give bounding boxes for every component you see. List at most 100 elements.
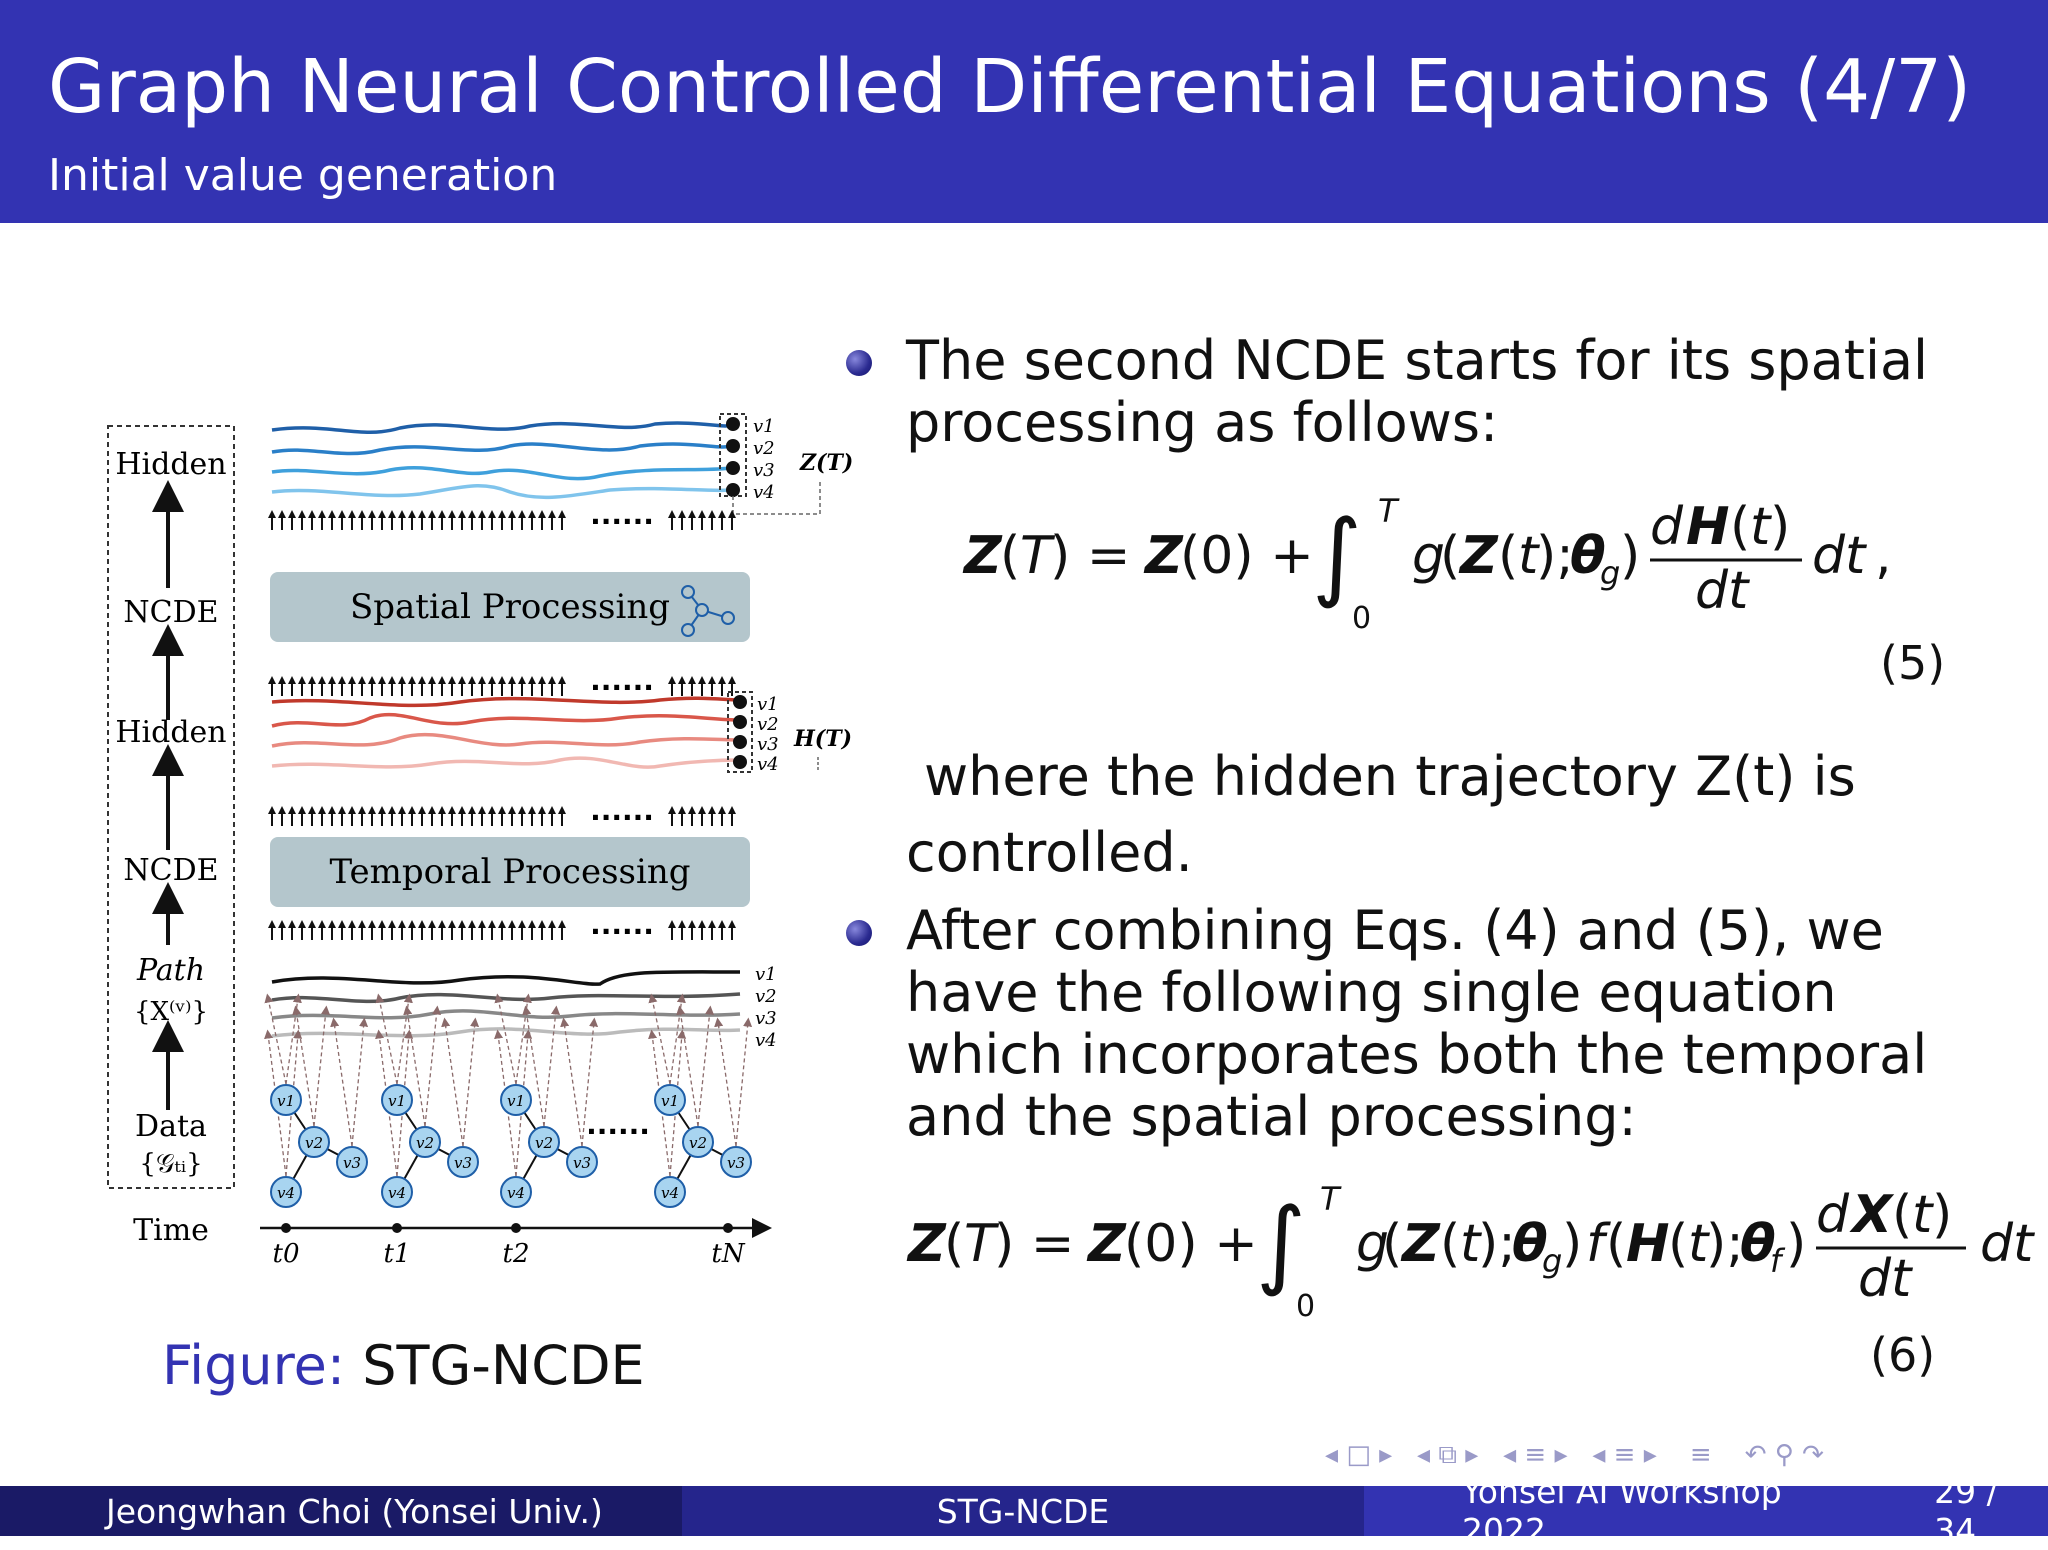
- data-set-notation: {𝒢ₜᵢ}: [139, 1149, 202, 1179]
- spatial-processing-box: [270, 572, 750, 642]
- footer-author-text: Jeongwhan Choi (Yonsei Univ.): [106, 1491, 603, 1531]
- nav-prev-subsection-icon[interactable]: ◂: [1417, 1440, 1431, 1470]
- svg-text:dt: dt: [1695, 561, 1750, 621]
- dots-row-1: ......: [590, 498, 654, 531]
- nav-outline-icon[interactable]: ≡: [1689, 1440, 1712, 1470]
- svg-text:g: g: [1356, 1214, 1389, 1274]
- svg-text:T: T: [964, 1214, 1000, 1274]
- svg-text:T: T: [1378, 492, 1400, 530]
- svg-text:) =: ) =: [1050, 526, 1130, 586]
- stage-label-hidden-top: Hidden: [115, 447, 226, 482]
- graph-node-label: v4: [507, 1184, 525, 1202]
- beamer-navigation: ◂ □ ▸ ◂ ⧉ ▸ ◂ ≡ ▸ ◂ ≡ ▸ ≡ ↶ ⚲ ↷: [1325, 1440, 2035, 1472]
- path-node-label-4: v4: [755, 1030, 777, 1051]
- svg-text:X: X: [1849, 1185, 1895, 1245]
- slide-footer: Jeongwhan Choi (Yonsei Univ.) STG-NCDE Y…: [0, 1472, 2048, 1550]
- svg-text:d: d: [1816, 1185, 1850, 1245]
- svg-text:(0) +: (0) +: [1124, 1214, 1258, 1274]
- path-set-notation: {X⁽ᵛ⁾}: [134, 997, 208, 1027]
- svg-text:g: g: [1412, 526, 1445, 586]
- path-node-label-3: v3: [755, 1008, 777, 1029]
- temporal-processing-box: [270, 837, 750, 907]
- graph-node-label: v4: [661, 1184, 679, 1202]
- nav-next-frame-icon[interactable]: ▸: [1379, 1440, 1393, 1470]
- graph-snapshot: v1 v2 v3 v4: [375, 993, 480, 1208]
- nav-next-document-icon[interactable]: ▸: [1643, 1440, 1657, 1470]
- svg-text:): ): [1620, 526, 1640, 586]
- svg-text:(: (: [1668, 1214, 1688, 1274]
- h-node-label-4: v4: [757, 754, 779, 775]
- stg-ncde-figure: Hidden NCDE Hidden NCDE Path {X⁽ᵛ⁾} Data…: [100, 400, 860, 1280]
- bullet2-line2: have the following single equation: [906, 961, 1837, 1024]
- svg-text:(: (: [1440, 526, 1460, 586]
- stage-box: [107, 425, 235, 1189]
- svg-text:,: ,: [1875, 526, 1892, 586]
- where-line1: where the hidden trajectory Z(t) is: [924, 745, 1856, 808]
- stage-label-path: Path: [136, 953, 205, 988]
- svg-text:θ: θ: [1570, 526, 1606, 586]
- svg-text:(: (: [944, 1214, 964, 1274]
- caption-text: STG-NCDE: [362, 1334, 645, 1397]
- graph-node-label: v1: [277, 1092, 295, 1110]
- svg-text:): ): [1932, 1185, 1952, 1245]
- nav-back-icon[interactable]: ↶: [1744, 1440, 1767, 1470]
- stage-label-time: Time: [133, 1213, 209, 1248]
- arrow-row: [268, 920, 736, 940]
- svg-text:(: (: [1440, 1214, 1460, 1274]
- bullet1-line1: The second NCDE starts for its spatial: [906, 329, 1929, 392]
- nav-prev-section-icon[interactable]: ◂: [1503, 1440, 1517, 1470]
- nav-subsection-icon[interactable]: ⧉: [1438, 1440, 1457, 1470]
- time-tick-tN: tN: [711, 1239, 745, 1269]
- svg-text:Z: Z: [962, 526, 1003, 586]
- arrow-row: [268, 676, 736, 696]
- arrow-row: [268, 510, 736, 530]
- nav-next-subsection-icon[interactable]: ▸: [1465, 1440, 1479, 1470]
- footer-page-number: 29 / 34: [1934, 1472, 1998, 1550]
- svg-text:dt: dt: [1858, 1249, 1913, 1309]
- nav-prev-document-icon[interactable]: ◂: [1592, 1440, 1606, 1470]
- hidden-h-trajectories: [271, 696, 741, 769]
- bullet2-line1: After combining Eqs. (4) and (5), we: [906, 899, 1884, 962]
- nav-search-icon[interactable]: ⚲: [1774, 1440, 1794, 1470]
- spatial-processing-label: Spatial Processing: [350, 587, 670, 627]
- where-line2: controlled.: [906, 821, 1193, 884]
- svg-text:);: );: [1478, 1214, 1516, 1274]
- graph-snapshots: v1 v2 v3 v4 v1 v2 v3 v4 v1 v2 v3 v4 v1 v2 v3 v4: [264, 993, 753, 1208]
- figure-svg: Hidden NCDE Hidden NCDE Path {X⁽ᵛ⁾} Data…: [107, 413, 853, 1269]
- svg-text:dt: dt: [1980, 1214, 2035, 1274]
- nav-document-icon[interactable]: ≡: [1613, 1440, 1636, 1470]
- nav-section-icon[interactable]: ≡: [1524, 1440, 1547, 1470]
- h-node-label-1: v1: [757, 694, 779, 715]
- nav-next-section-icon[interactable]: ▸: [1554, 1440, 1568, 1470]
- svg-text:Z: Z: [1400, 1214, 1441, 1274]
- svg-text:Z: Z: [1458, 526, 1499, 586]
- nav-forward-icon[interactable]: ↷: [1802, 1440, 1824, 1470]
- svg-text:Z: Z: [906, 1214, 947, 1274]
- bullet2-line3: which incorporates both the temporal: [906, 1023, 1928, 1086]
- graph-node-label: v2: [535, 1134, 553, 1152]
- slide-header: Graph Neural Controlled Differential Equ…: [0, 0, 2048, 223]
- svg-text:(: (: [1606, 1214, 1626, 1274]
- footer-author: Jeongwhan Choi (Yonsei Univ.): [0, 1486, 682, 1536]
- svg-text:dt: dt: [1812, 526, 1867, 586]
- graph-snapshot: v1 v2 v3 v4: [648, 993, 753, 1208]
- svg-text:(0) +: (0) +: [1180, 526, 1314, 586]
- svg-text:): ): [1562, 1214, 1582, 1274]
- graph-node-label: v2: [689, 1134, 707, 1152]
- graph-node-label: v3: [454, 1154, 472, 1172]
- path-trajectories: [271, 970, 741, 1038]
- nav-frame-icon[interactable]: □: [1346, 1440, 1371, 1470]
- nav-prev-frame-icon[interactable]: ◂: [1325, 1440, 1339, 1470]
- figure-caption: Figure: STG-NCDE: [162, 1334, 645, 1397]
- h-T-label: H(T): [793, 726, 852, 752]
- graph-snapshot: v1 v2 v3 v4: [494, 993, 599, 1208]
- dots-row-4: ......: [590, 908, 654, 941]
- svg-text:);: );: [1536, 526, 1574, 586]
- bullet2-line4: and the spatial processing:: [906, 1085, 1637, 1148]
- graph-node-label: v2: [305, 1134, 323, 1152]
- svg-text:f: f: [1770, 1242, 1786, 1280]
- svg-text:T: T: [1320, 1180, 1342, 1218]
- graph-node-label: v1: [507, 1092, 525, 1110]
- time-tick-t1: t1: [384, 1239, 411, 1269]
